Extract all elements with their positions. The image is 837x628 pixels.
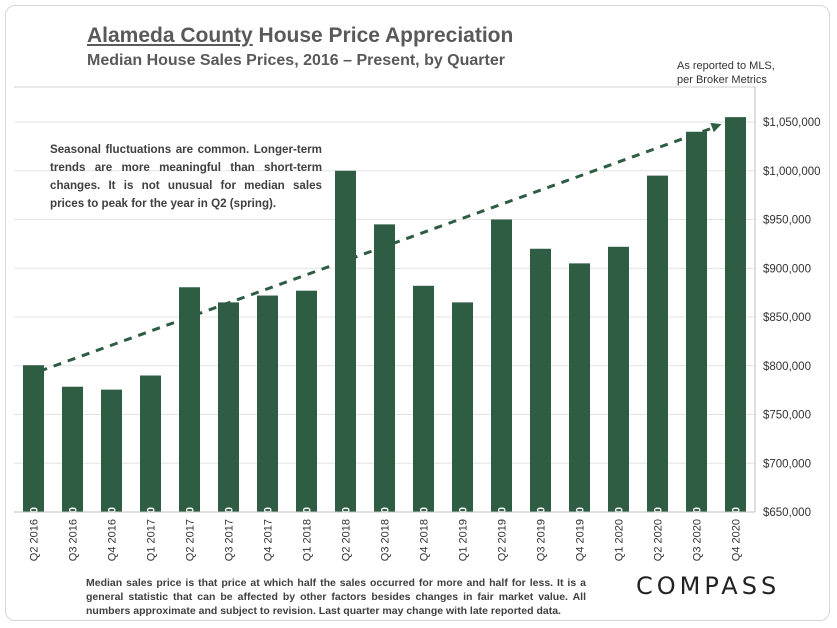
x-tick-label: Q4 2020 bbox=[731, 519, 743, 561]
x-tick-label: Q3 2018 bbox=[380, 519, 392, 561]
x-tick-label: Q2 2016 bbox=[29, 519, 41, 561]
x-tick-label: Q2 2019 bbox=[497, 519, 509, 561]
y-tick-label: $800,000 bbox=[763, 361, 811, 373]
bar bbox=[725, 117, 746, 512]
x-tick-label: Q3 2019 bbox=[536, 519, 548, 561]
bar bbox=[335, 170, 356, 512]
compass-logo: COMPASS bbox=[636, 572, 781, 600]
bar bbox=[530, 248, 551, 512]
y-tick-label: $700,000 bbox=[763, 458, 811, 470]
bar bbox=[686, 131, 707, 512]
bar bbox=[218, 302, 239, 512]
bar bbox=[296, 290, 317, 512]
page-title: Alameda County House Price Appreciation bbox=[87, 24, 513, 48]
data-label: $790,000 bbox=[146, 507, 158, 553]
axis-layer: $650,000 $700,000 $750,000 $800,000 $850,000… bbox=[14, 87, 821, 561]
bar bbox=[23, 365, 44, 512]
bar bbox=[413, 285, 434, 512]
source-line-1: As reported to MLS, bbox=[677, 60, 775, 72]
slide-frame bbox=[5, 5, 830, 621]
bar bbox=[491, 219, 512, 512]
data-label: $882,000 bbox=[419, 507, 431, 553]
bar bbox=[62, 386, 83, 512]
footer-note: Median sales price is that price at whic… bbox=[86, 577, 586, 617]
bar bbox=[257, 295, 278, 512]
y-tick-label: $1,000,000 bbox=[763, 166, 821, 178]
data-label: $995,000 bbox=[653, 507, 665, 553]
x-tick-label: Q2 2018 bbox=[341, 519, 353, 561]
y-tick-label: $900,000 bbox=[763, 263, 811, 275]
x-tick-label: Q1 2020 bbox=[614, 519, 626, 561]
data-label: $877,000 bbox=[302, 507, 314, 553]
bar bbox=[140, 375, 161, 512]
page-subtitle: Median House Sales Prices, 2016 – Presen… bbox=[87, 52, 505, 69]
bar bbox=[374, 224, 395, 512]
data-label: $1,040,000 bbox=[692, 507, 704, 562]
x-tick-label: Q1 2017 bbox=[146, 519, 158, 561]
data-label: $778,500 bbox=[68, 507, 80, 553]
bar-layer: $800,540 $778,500 $775,500 $790,000 $880,500… bbox=[23, 117, 746, 562]
bar bbox=[101, 389, 122, 512]
bar bbox=[647, 175, 668, 512]
x-tick-label: Q2 2020 bbox=[653, 519, 665, 561]
x-tick-label: Q2 2017 bbox=[185, 519, 197, 561]
x-tick-label: Q4 2018 bbox=[419, 519, 431, 561]
x-tick-label: Q4 2016 bbox=[107, 519, 119, 561]
bar bbox=[452, 302, 473, 512]
y-tick-label: $750,000 bbox=[763, 410, 811, 422]
y-tick-label: $850,000 bbox=[763, 312, 811, 324]
data-label: $775,500 bbox=[107, 507, 119, 553]
data-label: $1,055,000 bbox=[731, 507, 743, 562]
data-label: $880,500 bbox=[185, 507, 197, 553]
data-label: $872,000 bbox=[263, 507, 275, 553]
bar bbox=[608, 246, 629, 513]
x-tick-label: Q3 2017 bbox=[224, 519, 236, 561]
annotation-text: Seasonal fluctuations are common. Longer… bbox=[50, 143, 322, 210]
data-label: $945,000 bbox=[380, 507, 392, 553]
data-label: $1,000,000 bbox=[341, 507, 353, 562]
bar bbox=[179, 287, 200, 512]
trend-layer bbox=[38, 122, 722, 373]
source-note: As reported to MLS, per Broker Metrics bbox=[677, 59, 775, 87]
data-label: $905,000 bbox=[575, 507, 587, 553]
x-tick-label: Q1 2019 bbox=[458, 519, 470, 561]
source-line-2: per Broker Metrics bbox=[677, 74, 767, 86]
data-label: $922,000 bbox=[614, 507, 626, 553]
x-tick-label: Q3 2020 bbox=[692, 519, 704, 561]
data-label: $865,000 bbox=[224, 507, 236, 553]
data-label: $865,000 bbox=[458, 507, 470, 553]
bar bbox=[569, 263, 590, 512]
x-tick-label: Q4 2017 bbox=[263, 519, 275, 561]
data-label: $950,000 bbox=[497, 507, 509, 553]
trend-arrowhead bbox=[710, 122, 722, 133]
data-label: $800,540 bbox=[29, 507, 41, 553]
y-tick-label: $950,000 bbox=[763, 215, 811, 227]
x-tick-label: Q1 2018 bbox=[302, 519, 314, 561]
x-tick-label: Q4 2019 bbox=[575, 519, 587, 561]
y-tick-label: $1,050,000 bbox=[763, 117, 821, 129]
x-tick-label: Q3 2016 bbox=[68, 519, 80, 561]
y-tick-label: $650,000 bbox=[763, 507, 811, 519]
title-rest: House Price Appreciation bbox=[252, 24, 514, 47]
title-county: Alameda County bbox=[87, 24, 253, 47]
data-label: $920,000 bbox=[536, 507, 548, 553]
